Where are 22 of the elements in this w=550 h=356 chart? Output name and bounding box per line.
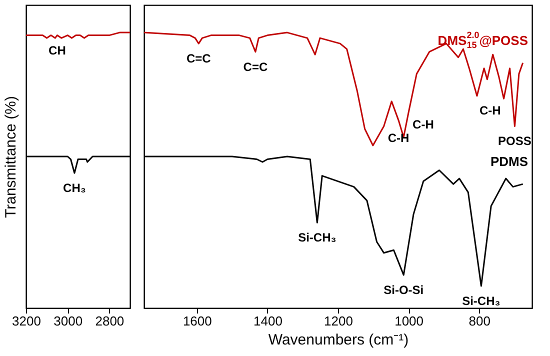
x-tick-label: 3000 xyxy=(54,314,83,328)
series-label: PDMS xyxy=(490,154,528,170)
x-tick-label: 1400 xyxy=(253,314,282,328)
annotation: C-H xyxy=(412,117,434,132)
annotation: Si-O-Si xyxy=(384,282,424,297)
x-tick-label: 2800 xyxy=(95,314,124,328)
annotation: Si-CH₃ xyxy=(298,230,336,245)
annotation: CH₃ xyxy=(63,181,86,196)
x-axis-title: Wavenumbers (cm⁻¹) xyxy=(268,332,409,348)
annotation: POSS xyxy=(498,134,532,148)
x-tick-label: 800 xyxy=(468,314,490,328)
annotation: C=C xyxy=(186,52,212,66)
x-tick-label: 3200 xyxy=(12,314,41,328)
annotation: C-H xyxy=(388,131,410,146)
annotation: CH xyxy=(48,43,66,58)
x-tick-label: 1000 xyxy=(394,314,424,328)
x-tick-label: 1600 xyxy=(182,314,212,328)
y-axis-title: Transmittance (%) xyxy=(2,96,20,218)
x-tick-label: 1200 xyxy=(324,314,353,328)
annotation: Si-CH₃ xyxy=(462,294,500,308)
annotation: C-H xyxy=(479,104,501,118)
annotation: C=C xyxy=(243,60,268,74)
